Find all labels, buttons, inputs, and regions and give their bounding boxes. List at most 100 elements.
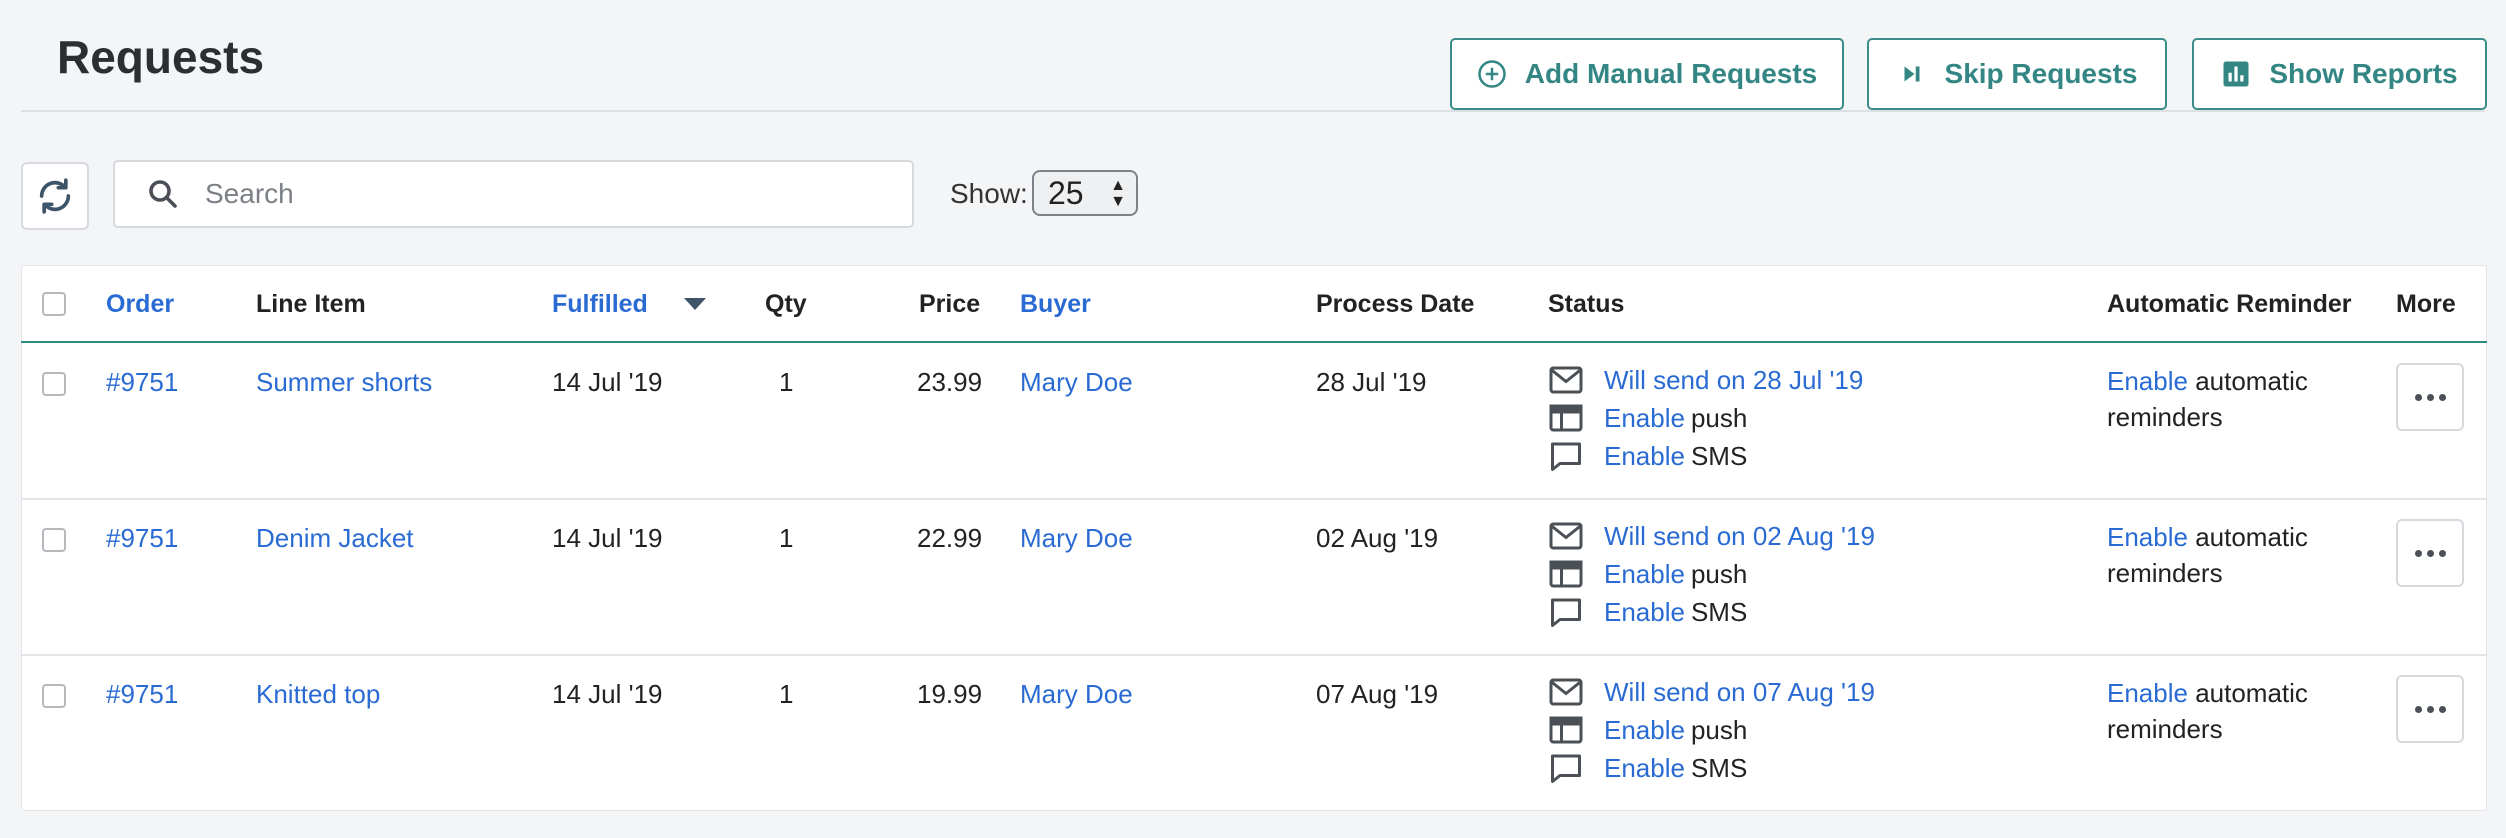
search-field[interactable] [113,160,914,228]
more-dot [2426,705,2434,713]
status-push: Enable push [1548,558,1747,590]
enable-push-link[interactable]: Enable [1604,402,1685,433]
enable-reminders-link[interactable]: Enable [2107,366,2188,396]
reminder-label: automatic reminders [2107,678,2308,744]
line-item-link[interactable]: Summer shorts [256,367,433,397]
buyer-link[interactable]: Mary Doe [1020,679,1133,709]
select-all-checkbox[interactable] [42,292,66,316]
enable-push-link[interactable]: Enable [1604,558,1685,589]
push-label: push [1690,402,1748,433]
more-dots-icon [2414,393,2422,401]
status-email: Will send on 28 Jul '19 [1548,364,1869,396]
caret-down-icon[interactable] [684,298,706,312]
status-push: Enable push [1548,714,1747,746]
buyer-link[interactable]: Mary Doe [1020,523,1133,553]
refresh-icon [39,178,71,214]
add-manual-requests-button[interactable]: Add Manual Requests [1450,38,1844,110]
more-dot [2438,393,2446,401]
show-reports-label: Show Reports [2269,58,2458,89]
column-header-more: More [2396,290,2456,318]
refresh-button[interactable] [21,162,89,230]
table-header-divider [21,341,2487,343]
automatic-reminder-cell: Enable automatic reminders [2107,519,2337,591]
column-header-qty: Qty [765,290,807,318]
page-title: Requests [57,31,265,83]
process-date: 07 Aug '19 [1316,679,1439,709]
row-divider [21,498,2487,500]
buyer-link[interactable]: Mary Doe [1020,367,1133,397]
header-divider [21,110,2485,112]
column-header-buyer[interactable]: Buyer [1020,290,1091,318]
show-label: Show: [950,178,1028,209]
price-value: 22.99 [917,523,983,553]
mail-icon [1549,522,1583,550]
skip-forward-icon [1904,66,1920,82]
add-manual-requests-label: Add Manual Requests [1524,58,1818,89]
chat-bubble-icon [1551,754,1581,783]
enable-sms-link[interactable]: Enable [1604,596,1685,627]
column-header-status: Status [1548,290,1625,318]
mail-icon [1549,678,1583,706]
automatic-reminder-cell: Enable automatic reminders [2107,363,2337,435]
more-dot [2426,393,2434,401]
more-button[interactable] [2396,675,2464,743]
search-input[interactable] [203,177,883,211]
more-dots-icon [2414,549,2422,557]
price-value: 23.99 [917,367,983,397]
fulfilled-date: 14 Jul '19 [552,679,663,709]
price-value: 19.99 [917,679,983,709]
order-link[interactable]: #9751 [106,679,179,709]
bar-chart-icon [2223,61,2249,87]
skip-requests-button[interactable]: Skip Requests [1867,38,2167,110]
order-link[interactable]: #9751 [106,367,179,397]
column-header-order[interactable]: Order [106,290,175,318]
email-schedule-link[interactable]: Will send on 02 Aug '19 [1604,520,1875,551]
automatic-reminder-cell: Enable automatic reminders [2107,675,2337,747]
enable-reminders-link[interactable]: Enable [2107,522,2188,552]
fulfilled-date: 14 Jul '19 [552,523,663,553]
more-dot [2438,549,2446,557]
more-button[interactable] [2396,363,2464,431]
push-label: push [1690,714,1748,745]
browser-window-icon [1549,716,1583,744]
enable-sms-link[interactable]: Enable [1604,752,1685,783]
row-checkbox[interactable] [42,372,66,396]
enable-reminders-link[interactable]: Enable [2107,678,2188,708]
enable-sms-link[interactable]: Enable [1604,440,1685,471]
row-checkbox[interactable] [42,684,66,708]
status-sms: Enable SMS [1548,440,1747,472]
show-reports-button[interactable]: Show Reports [2192,38,2487,110]
row-divider [21,654,2487,656]
status-push: Enable push [1548,402,1747,434]
more-dots-icon [2414,705,2422,713]
status-email: Will send on 02 Aug '19 [1548,520,1881,552]
process-date: 28 Jul '19 [1316,367,1427,397]
chat-bubble-icon [1551,598,1581,627]
line-item-link[interactable]: Denim Jacket [256,523,414,553]
row-checkbox[interactable] [42,528,66,552]
email-schedule-link[interactable]: Will send on 28 Jul '19 [1604,364,1864,395]
status-sms: Enable SMS [1548,752,1747,784]
column-header-automatic-reminder: Automatic Reminder [2107,290,2352,318]
sms-label: SMS [1690,440,1748,471]
browser-window-icon [1549,560,1583,588]
enable-push-link[interactable]: Enable [1604,714,1685,745]
column-header-fulfilled[interactable]: Fulfilled [552,290,648,318]
fulfilled-date: 14 Jul '19 [552,367,663,397]
chat-bubble-icon [1551,442,1581,471]
column-header-price: Price [919,290,981,318]
skip-requests-label: Skip Requests [1944,58,2138,89]
more-button[interactable] [2396,519,2464,587]
qty-value: 1 [779,679,794,709]
browser-window-icon [1549,404,1583,432]
order-link[interactable]: #9751 [106,523,179,553]
reminder-label: automatic reminders [2107,522,2308,588]
line-item-link[interactable]: Knitted top [256,679,381,709]
plus-circle-icon [1478,60,1506,88]
page-size-select[interactable]: 25 ▲ ▼ [1032,170,1138,216]
page-size-value: 25 [1048,174,1084,211]
email-schedule-link[interactable]: Will send on 07 Aug '19 [1604,676,1875,707]
requests-table [21,265,2487,811]
qty-value: 1 [779,523,794,553]
column-header-line-item: Line Item [256,290,366,318]
